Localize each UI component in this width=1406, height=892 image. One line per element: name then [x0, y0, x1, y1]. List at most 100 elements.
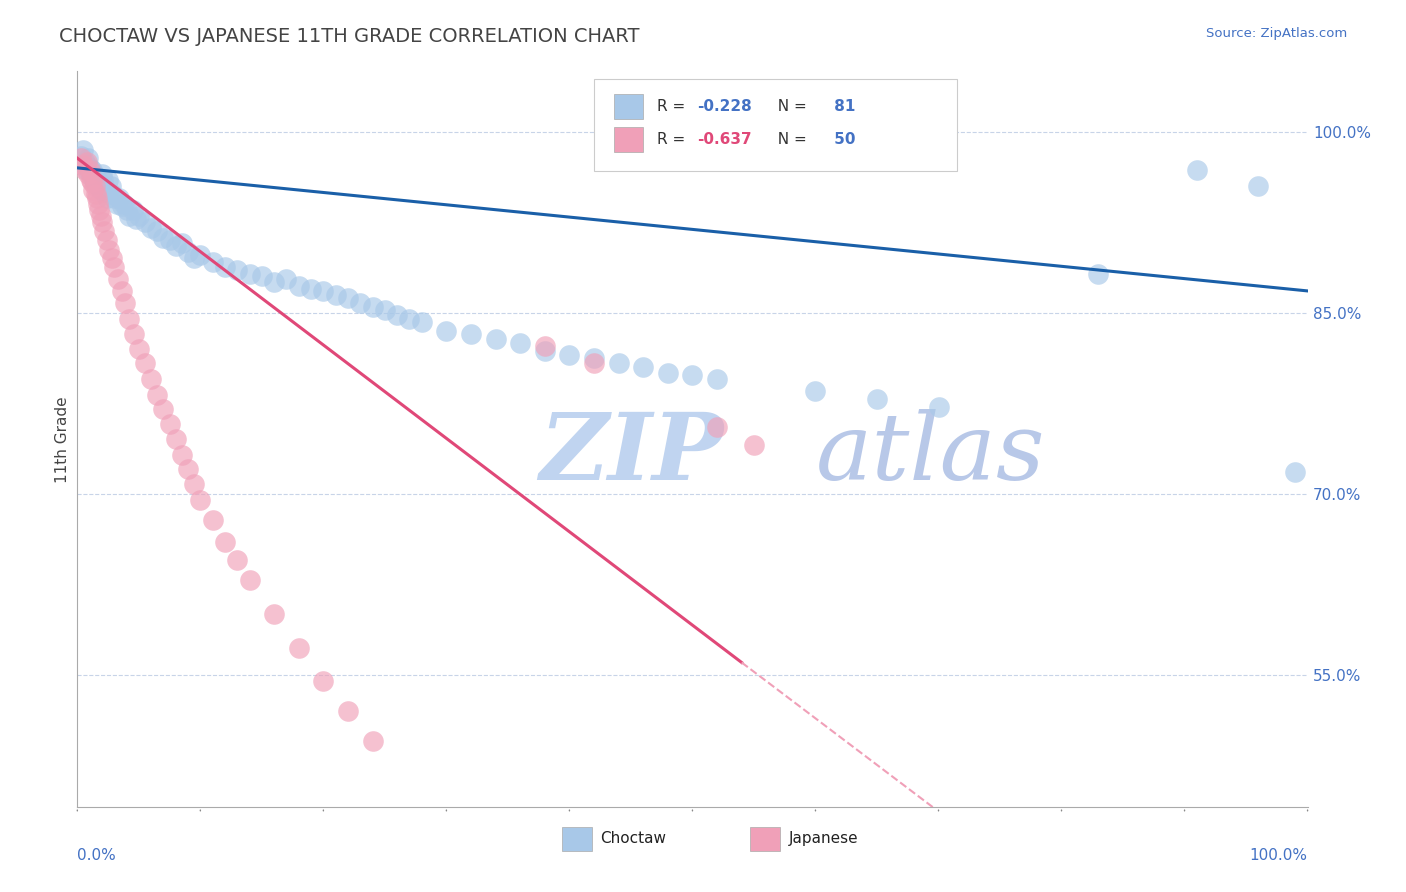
Point: [633, 359, 655, 374]
Text: N =: N =: [768, 99, 811, 114]
Point: [87, 178, 110, 193]
Point: [141, 221, 163, 235]
Point: [485, 332, 508, 346]
Point: [82, 163, 104, 178]
Point: [239, 267, 262, 281]
Point: [134, 215, 156, 229]
Point: [374, 303, 396, 318]
Point: [97, 173, 120, 187]
Point: [534, 344, 557, 359]
Point: [91, 173, 114, 187]
Point: [128, 342, 150, 356]
Point: [411, 315, 433, 329]
Text: 0.0%: 0.0%: [77, 847, 117, 863]
Point: [436, 324, 458, 338]
FancyBboxPatch shape: [614, 128, 644, 153]
Point: [349, 296, 371, 310]
Point: [288, 279, 311, 293]
Point: [239, 574, 262, 588]
Text: N =: N =: [768, 132, 811, 147]
Point: [460, 327, 482, 342]
Text: atlas: atlas: [815, 409, 1045, 499]
Point: [79, 163, 101, 178]
Point: [114, 296, 136, 310]
Point: [159, 233, 181, 247]
Point: [76, 163, 98, 178]
Point: [682, 368, 704, 383]
Point: [121, 203, 143, 218]
Point: [177, 462, 200, 476]
Point: [657, 366, 679, 380]
FancyBboxPatch shape: [595, 78, 957, 170]
Point: [214, 260, 236, 274]
Point: [118, 209, 141, 223]
Point: [250, 269, 273, 284]
Point: [804, 384, 827, 398]
Point: [128, 209, 150, 223]
FancyBboxPatch shape: [614, 95, 644, 120]
Point: [201, 513, 224, 527]
FancyBboxPatch shape: [751, 827, 780, 851]
Point: [100, 178, 122, 193]
Point: [146, 387, 169, 401]
Point: [170, 235, 193, 250]
Point: [122, 327, 145, 342]
Text: Source: ZipAtlas.com: Source: ZipAtlas.com: [1206, 27, 1347, 40]
Text: -0.637: -0.637: [697, 132, 752, 147]
Point: [89, 175, 111, 189]
Point: [101, 252, 124, 266]
Point: [73, 154, 96, 169]
Point: [80, 173, 103, 187]
Point: [141, 372, 163, 386]
Point: [742, 438, 765, 452]
Point: [159, 417, 181, 431]
Point: [90, 209, 112, 223]
Point: [93, 224, 115, 238]
Point: [928, 400, 950, 414]
Point: [201, 255, 224, 269]
Point: [96, 191, 118, 205]
Point: [263, 607, 285, 622]
Point: [325, 287, 347, 301]
Point: [183, 252, 205, 266]
Point: [299, 281, 322, 295]
Point: [558, 348, 581, 362]
Point: [706, 420, 728, 434]
Text: CHOCTAW VS JAPANESE 11TH GRADE CORRELATION CHART: CHOCTAW VS JAPANESE 11TH GRADE CORRELATI…: [59, 27, 640, 45]
Point: [112, 197, 135, 211]
Point: [866, 392, 889, 407]
Point: [177, 245, 200, 260]
Point: [583, 351, 606, 366]
Point: [70, 149, 93, 163]
Point: [188, 492, 212, 507]
Point: [214, 534, 236, 549]
Point: [1185, 163, 1208, 178]
Point: [337, 291, 360, 305]
Point: [101, 187, 124, 202]
Point: [152, 231, 174, 245]
Point: [583, 356, 606, 370]
Point: [96, 233, 118, 247]
Point: [76, 154, 98, 169]
Point: [80, 167, 103, 181]
Point: [398, 311, 420, 326]
Point: [72, 143, 94, 157]
Text: 81: 81: [830, 99, 855, 114]
Point: [86, 191, 108, 205]
Point: [111, 199, 132, 213]
Point: [94, 185, 117, 199]
Point: [1087, 267, 1109, 281]
Point: [312, 284, 335, 298]
Text: R =: R =: [657, 99, 690, 114]
Point: [534, 339, 557, 353]
Point: [89, 203, 111, 218]
Point: [152, 402, 174, 417]
Point: [226, 263, 249, 277]
Point: [105, 197, 128, 211]
Point: [87, 197, 110, 211]
FancyBboxPatch shape: [562, 827, 592, 851]
Point: [263, 276, 285, 290]
Point: [312, 673, 335, 688]
Point: [361, 734, 384, 748]
Point: [226, 553, 249, 567]
